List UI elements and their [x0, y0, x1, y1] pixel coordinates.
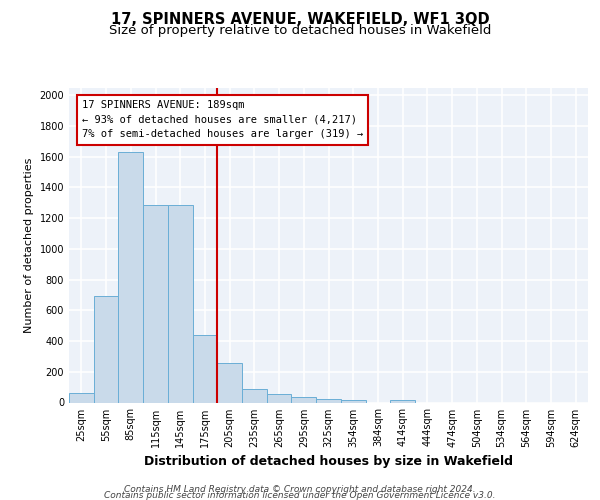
Text: 17 SPINNERS AVENUE: 189sqm
← 93% of detached houses are smaller (4,217)
7% of se: 17 SPINNERS AVENUE: 189sqm ← 93% of deta… — [82, 100, 363, 140]
Bar — [267, 394, 292, 402]
Text: Size of property relative to detached houses in Wakefield: Size of property relative to detached ho… — [109, 24, 491, 37]
Text: Contains HM Land Registry data © Crown copyright and database right 2024.: Contains HM Land Registry data © Crown c… — [124, 484, 476, 494]
Bar — [143, 205, 168, 402]
Bar — [316, 398, 341, 402]
Bar — [94, 296, 118, 403]
Bar — [168, 205, 193, 402]
Bar — [193, 335, 217, 402]
Bar — [292, 397, 316, 402]
Text: 17, SPINNERS AVENUE, WAKEFIELD, WF1 3QD: 17, SPINNERS AVENUE, WAKEFIELD, WF1 3QD — [110, 12, 490, 28]
Y-axis label: Number of detached properties: Number of detached properties — [24, 158, 34, 332]
Text: Contains public sector information licensed under the Open Government Licence v3: Contains public sector information licen… — [104, 490, 496, 500]
Bar — [390, 400, 415, 402]
Bar — [341, 400, 365, 402]
Bar — [242, 388, 267, 402]
Bar — [118, 152, 143, 403]
Bar — [217, 364, 242, 403]
X-axis label: Distribution of detached houses by size in Wakefield: Distribution of detached houses by size … — [144, 455, 513, 468]
Bar — [69, 392, 94, 402]
